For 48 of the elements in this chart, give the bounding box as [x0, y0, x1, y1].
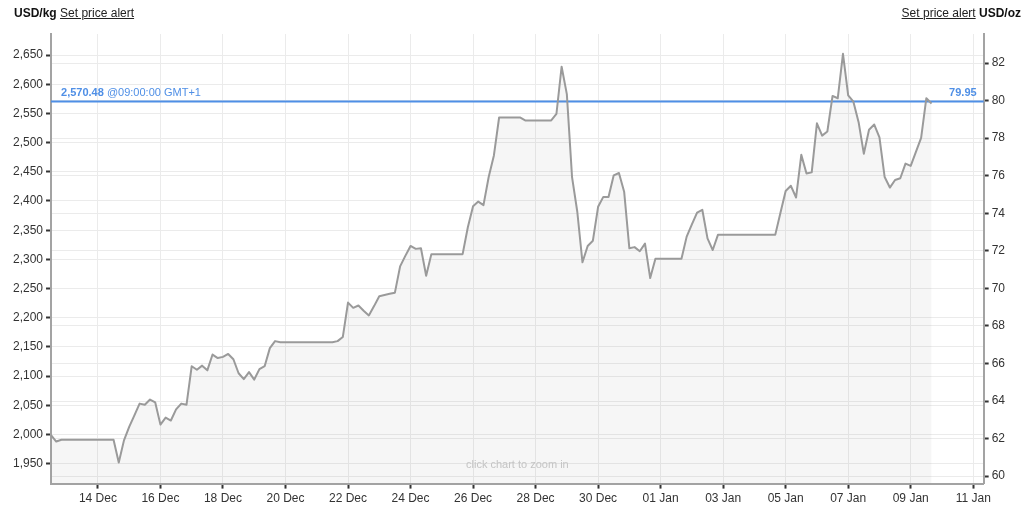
ref-line-label: 2,570.48 @09:00:00 GMT+1 — [61, 86, 201, 99]
x-tick-label: 14 Dec — [78, 491, 117, 506]
y2-tick-label: 80 — [991, 92, 1006, 107]
x-tick-label: 24 Dec — [391, 491, 430, 506]
y2-tick-label: 82 — [991, 55, 1006, 70]
y2-tick-label: 78 — [991, 130, 1006, 145]
y-tick-label: 2,100 — [13, 368, 44, 383]
text: Set price alert — [60, 6, 135, 20]
y-axis-title: USD/kg — [14, 6, 57, 20]
y2-tick-label: 66 — [991, 355, 1006, 370]
y2-tick-label: 74 — [991, 205, 1006, 220]
x-tick-label: 11 Jan — [955, 491, 991, 506]
y2-tick-label: 76 — [991, 168, 1006, 183]
y2-axis-title: USD/oz — [979, 6, 1021, 20]
y-tick-label: 2,350 — [13, 222, 44, 237]
y-tick-label: 2,250 — [13, 280, 44, 295]
y2-tick-label: 68 — [991, 318, 1006, 333]
y-tick-label: 2,550 — [13, 105, 44, 120]
y-tick-label: 2,650 — [13, 47, 44, 62]
x-tick-label: 26 Dec — [454, 491, 493, 506]
x-tick-label: 28 Dec — [516, 491, 555, 506]
y2-tick-label: 64 — [991, 393, 1006, 408]
y2-tick-label: 62 — [991, 430, 1006, 445]
y-tick-label: 2,300 — [13, 251, 44, 266]
y-tick-label: 2,500 — [13, 134, 44, 149]
y-tick-label: 2,000 — [13, 426, 44, 441]
y-tick-label: 2,150 — [13, 339, 44, 354]
annotation: 79.95 — [949, 86, 977, 99]
x-tick-label: 03 Jan — [705, 491, 742, 506]
y-tick-label: 2,200 — [13, 310, 44, 325]
y-tick-label: 2,450 — [13, 164, 44, 179]
text: Set price alert — [901, 6, 976, 20]
x-tick-label: 16 Dec — [141, 491, 180, 506]
y2-tick-label: 72 — [991, 243, 1006, 258]
x-tick-label: 18 Dec — [203, 491, 242, 506]
y-tick-label: 2,050 — [13, 397, 44, 412]
y2-tick-label: 70 — [991, 280, 1006, 295]
x-tick-label: 09 Jan — [892, 491, 929, 506]
y2-tick-label: 60 — [991, 468, 1006, 483]
y-tick-label: 1,950 — [13, 456, 44, 471]
x-tick-label: 22 Dec — [328, 491, 368, 506]
y-tick-label: 2,600 — [13, 76, 44, 91]
x-tick-label: 07 Jan — [830, 491, 867, 506]
y-tick-label: 2,400 — [13, 193, 44, 208]
x-tick-label: 05 Jan — [767, 491, 804, 506]
x-tick-label: 01 Jan — [642, 491, 679, 506]
x-tick-label: 30 Dec — [579, 491, 618, 506]
x-tick-label: 20 Dec — [266, 491, 305, 506]
